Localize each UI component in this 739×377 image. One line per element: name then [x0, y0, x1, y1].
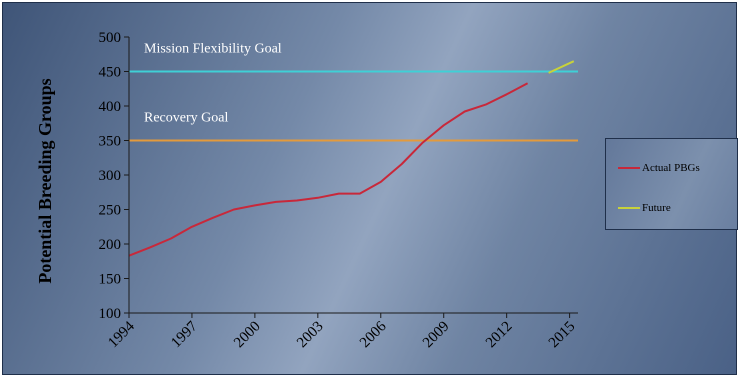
chart-plot: 100 150 200 250 300 350 400 450 500 1994 1997 2000… — [35, 30, 578, 351]
x-tick-label: 2000 — [231, 319, 264, 352]
y-tick-label: 150 — [99, 272, 122, 288]
legend-item-future: Future — [618, 201, 671, 215]
series-line-0 — [128, 82, 529, 257]
y-tick-label: 250 — [99, 203, 122, 219]
axes — [128, 37, 578, 314]
legend-item-actual-pbgs: Actual PBGs — [618, 161, 700, 175]
x-tick-label: 2009 — [420, 319, 453, 352]
x-tick-label: 1997 — [168, 318, 201, 351]
y-axis-label: Potential Breeding Groups — [35, 78, 55, 283]
y-tick-label: 400 — [99, 99, 122, 115]
series-line-1 — [548, 60, 575, 74]
legend-label-future: Future — [642, 202, 671, 214]
y-tick-label: 350 — [99, 134, 122, 150]
x-axis-ticks: 1994 1997 2000 2003 2006 2009 2012 2015 — [105, 313, 578, 351]
y-tick-label: 450 — [99, 65, 122, 81]
y-axis-ticks: 100 150 200 250 300 350 400 450 500 — [99, 30, 129, 322]
reference-lines: Mission Flexibility Goal Recovery Goal — [129, 42, 578, 142]
legend-swatch-future — [618, 207, 640, 209]
y-tick-label: 200 — [99, 237, 122, 253]
x-tick-label: 2012 — [483, 319, 516, 352]
y-tick-label: 500 — [99, 30, 122, 46]
legend-label-actual-pbgs: Actual PBGs — [642, 162, 700, 174]
y-tick-label: 300 — [99, 168, 122, 184]
legend-swatch-actual-pbgs — [618, 167, 640, 169]
x-tick-label: 2003 — [294, 319, 327, 352]
reference-label-1: Recovery Goal — [144, 111, 228, 126]
x-tick-label: 1994 — [105, 318, 138, 351]
reference-label-0: Mission Flexibility Goal — [144, 42, 282, 57]
series-lines — [128, 60, 575, 257]
x-tick-label: 2015 — [546, 319, 579, 352]
legend: Actual PBGs Future — [605, 138, 738, 230]
x-tick-label: 2006 — [357, 318, 390, 351]
y-tick-label: 100 — [99, 306, 122, 322]
